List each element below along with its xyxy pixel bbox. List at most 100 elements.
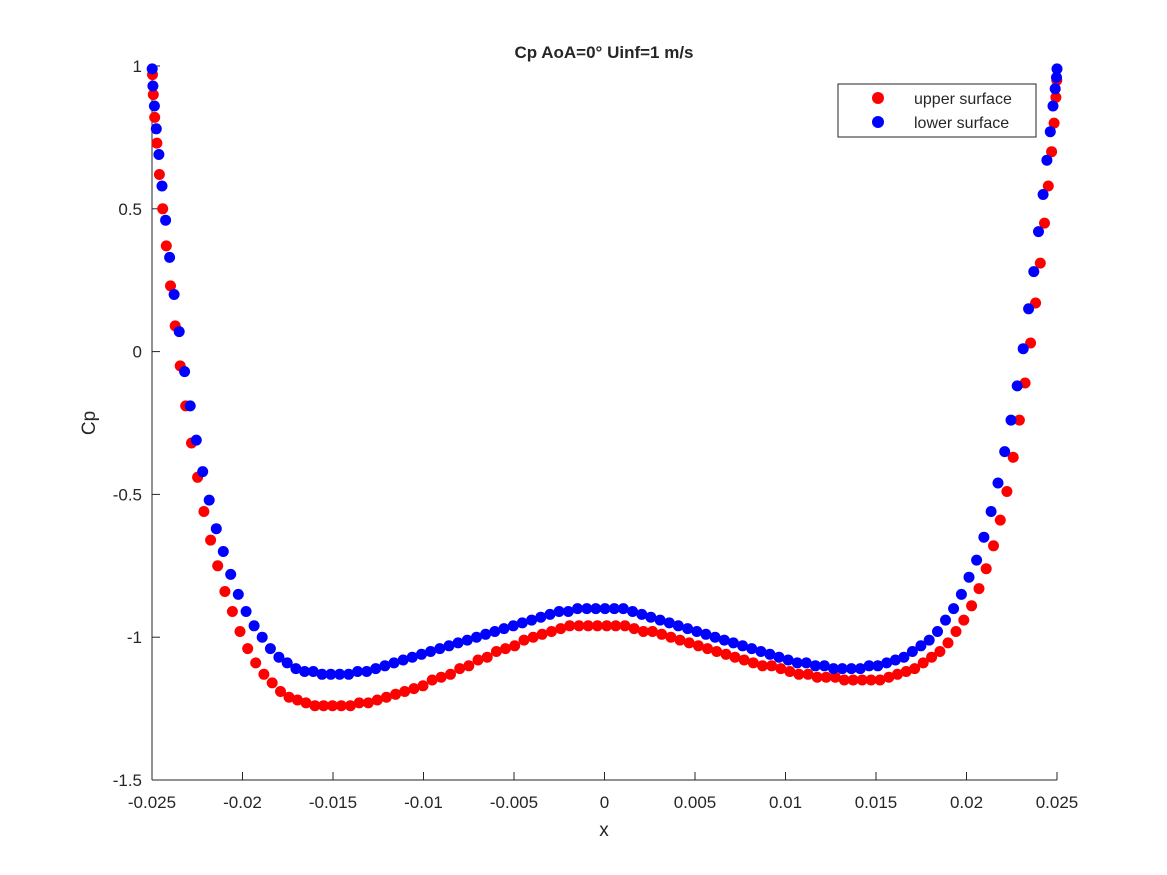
data-point	[617, 603, 629, 615]
data-point	[149, 111, 161, 123]
x-tick-label: -0.01	[404, 793, 443, 812]
data-point	[773, 651, 785, 663]
data-point	[966, 600, 978, 612]
data-point	[917, 657, 929, 669]
data-point	[1007, 451, 1019, 463]
data-point	[729, 651, 741, 663]
data-point	[388, 657, 400, 669]
data-point	[240, 606, 252, 617]
data-point	[791, 657, 803, 669]
data-point	[934, 646, 946, 657]
data-point	[179, 366, 191, 378]
data-point	[1048, 117, 1060, 129]
data-point	[900, 666, 912, 677]
data-point	[809, 660, 821, 672]
data-point	[1041, 154, 1053, 166]
data-point	[663, 617, 675, 629]
x-tick-label: 0.01	[769, 793, 802, 812]
data-point	[1017, 343, 1029, 355]
data-point	[747, 657, 759, 669]
data-point	[591, 620, 603, 632]
legend-box	[837, 83, 1037, 138]
x-tick-label: 0	[600, 793, 609, 812]
data-point	[343, 668, 355, 680]
x-axis-label: x	[599, 820, 609, 841]
x-tick-label: -0.02	[223, 793, 262, 812]
data-point	[906, 646, 918, 657]
data-point	[874, 674, 886, 686]
data-point	[334, 668, 346, 680]
data-point	[793, 668, 805, 680]
data-point	[527, 631, 539, 643]
data-point	[399, 686, 411, 697]
data-point	[210, 523, 222, 535]
data-point	[408, 683, 420, 695]
legend-label-upper-surface: upper surface	[914, 91, 1012, 108]
data-point	[397, 654, 409, 666]
data-point	[480, 628, 492, 640]
data-point	[390, 688, 402, 700]
data-point	[582, 620, 594, 632]
data-point	[544, 608, 556, 620]
data-point	[672, 620, 684, 632]
x-ticks: -0.025 -0.02 -0.015 -0.01 -0.005 0 0.005 0.01 0.…	[128, 772, 1078, 812]
data-point	[445, 668, 456, 680]
data-point	[1005, 414, 1017, 426]
data-point	[963, 571, 975, 583]
data-point	[371, 694, 383, 706]
data-point	[217, 546, 229, 557]
y-tick-label: 0.5	[118, 200, 142, 219]
data-point	[555, 623, 567, 635]
data-point	[1051, 63, 1063, 75]
x-tick-label: 0.02	[950, 793, 983, 812]
data-point	[1033, 226, 1044, 238]
data-point	[454, 663, 466, 675]
data-point	[856, 674, 868, 686]
data-point	[461, 634, 473, 646]
y-tick-label: 1	[133, 57, 142, 76]
data-point	[318, 700, 330, 712]
data-point	[292, 694, 303, 706]
data-point	[146, 63, 158, 75]
data-point	[865, 674, 877, 686]
data-point	[971, 554, 983, 566]
data-point	[283, 691, 295, 703]
data-point	[1001, 486, 1013, 497]
data-point	[335, 700, 347, 712]
data-point	[1042, 180, 1054, 192]
data-point	[926, 651, 938, 663]
chart-title: Cp AoA=0° Uinf=1 m/s	[514, 43, 693, 62]
data-point	[232, 588, 244, 600]
data-point	[275, 686, 286, 697]
data-point	[746, 643, 758, 655]
data-point	[352, 666, 364, 677]
data-point	[219, 586, 231, 597]
y-tick-label: 0	[133, 343, 142, 362]
data-point	[1011, 380, 1023, 392]
data-point	[1028, 266, 1040, 278]
data-point	[416, 648, 427, 660]
y-tick-label: -0.5	[113, 485, 142, 504]
data-point	[256, 631, 268, 643]
data-point	[463, 660, 475, 672]
data-point	[153, 169, 165, 180]
data-point	[309, 700, 321, 712]
data-point	[836, 663, 848, 675]
data-point	[923, 634, 935, 646]
data-point	[248, 620, 260, 632]
data-point	[300, 697, 312, 709]
data-point	[150, 123, 162, 135]
data-point	[184, 400, 196, 412]
data-point	[425, 646, 437, 657]
data-point	[764, 648, 776, 660]
legend-marker-upper-surface	[872, 92, 884, 104]
data-point	[190, 434, 202, 446]
series-lower-surface	[146, 63, 1063, 680]
data-point	[838, 674, 850, 686]
data-point	[225, 568, 237, 580]
data-point	[307, 666, 319, 677]
data-point	[738, 654, 750, 666]
data-point	[978, 531, 990, 543]
data-point	[536, 628, 548, 640]
data-point	[553, 606, 565, 617]
